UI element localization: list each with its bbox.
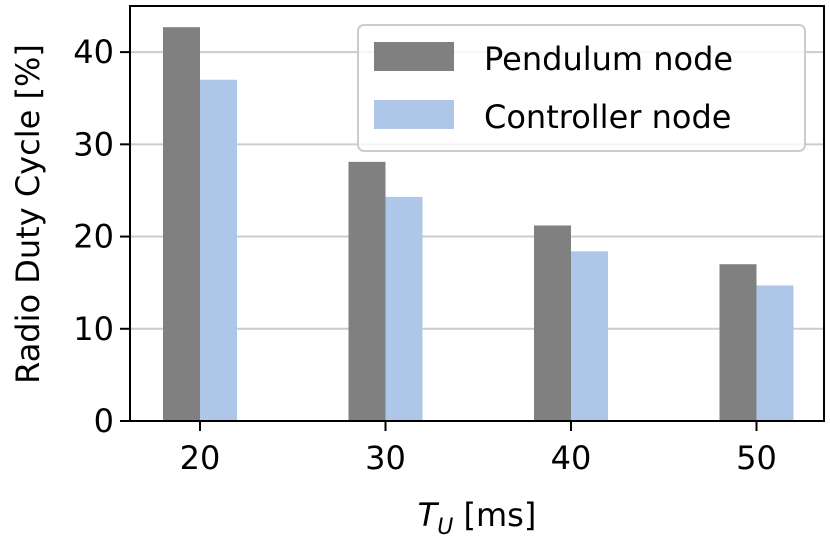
y-tick-label: 10 bbox=[73, 310, 114, 348]
y-axis-ticks: 0 10 20 30 40 bbox=[73, 33, 130, 440]
x-axis-unit: [ms] bbox=[453, 496, 536, 534]
legend-label-pendulum: Pendulum node bbox=[484, 40, 733, 78]
y-tick-label: 40 bbox=[73, 33, 114, 71]
legend-box bbox=[357, 24, 806, 152]
bar-controller-30 bbox=[385, 196, 423, 421]
y-tick-label: 30 bbox=[73, 125, 114, 163]
bar-pendulum-30 bbox=[348, 161, 386, 421]
y-tick-label: 20 bbox=[73, 218, 114, 256]
x-axis-symbol: T bbox=[418, 496, 440, 534]
x-axis-subscript: U bbox=[437, 515, 453, 538]
axes bbox=[129, 5, 825, 422]
legend-swatch-pendulum bbox=[374, 42, 454, 71]
x-tick-label: 30 bbox=[365, 439, 406, 477]
x-tick-label: 40 bbox=[551, 439, 592, 477]
bar-pendulum-20 bbox=[163, 27, 200, 421]
legend: Pendulum node Controller node bbox=[357, 24, 806, 152]
x-tick-label: 50 bbox=[736, 439, 777, 477]
x-axis-ticks: 20 30 40 50 bbox=[180, 421, 777, 477]
x-axis-label: TU [ms] bbox=[418, 496, 537, 538]
y-axis-label: Radio Duty Cycle [%] bbox=[9, 44, 47, 384]
legend-swatch-controller bbox=[374, 100, 454, 129]
bar-controller-40 bbox=[571, 251, 608, 421]
bar-controller-50 bbox=[756, 285, 794, 421]
bar-pendulum-50 bbox=[719, 264, 757, 421]
x-tick-label: 20 bbox=[180, 439, 221, 477]
plot-frame bbox=[129, 5, 825, 422]
legend-label-controller: Controller node bbox=[484, 98, 731, 136]
bar-controller-20 bbox=[200, 79, 237, 422]
bars bbox=[163, 27, 794, 422]
y-tick-label: 0 bbox=[94, 402, 114, 440]
bar-pendulum-40 bbox=[534, 225, 571, 421]
